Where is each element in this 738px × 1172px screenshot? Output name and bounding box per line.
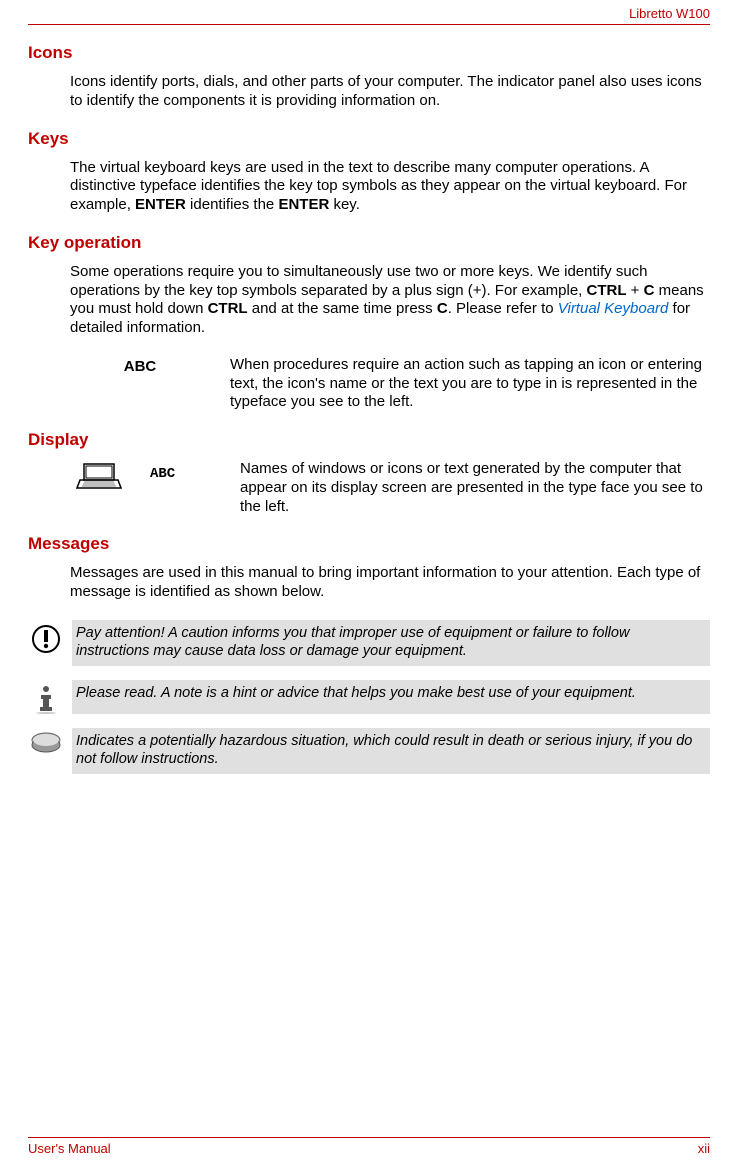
display-heading: Display: [28, 430, 710, 450]
footer-bar: User's Manual xii: [28, 1137, 710, 1156]
warning-message: Indicates a potentially hazardous situat…: [28, 728, 710, 774]
keys-heading: Keys: [28, 129, 710, 149]
caution-text: Pay attention! A caution informs you tha…: [72, 620, 710, 666]
footer-left: User's Manual: [28, 1141, 111, 1156]
abc-description: When procedures require an action such a…: [230, 356, 710, 412]
icons-text: Icons identify ports, dials, and other p…: [70, 73, 710, 111]
abc-label: ABC: [124, 358, 157, 375]
info-icon: [32, 684, 60, 714]
key-operation-text: Some operations require you to simultane…: [70, 263, 710, 338]
note-message: Please read. A note is a hint or advice …: [28, 680, 710, 714]
caution-message: Pay attention! A caution informs you tha…: [28, 620, 710, 666]
header-bar: Libretto W100: [28, 0, 710, 25]
display-typeface-row: ABC Names of windows or icons or text ge…: [70, 460, 710, 516]
icons-heading: Icons: [28, 43, 710, 63]
hazard-icon: [31, 732, 61, 756]
warning-text: Indicates a potentially hazardous situat…: [72, 728, 710, 774]
keys-text: The virtual keyboard keys are used in th…: [70, 159, 710, 215]
abc-typeface-row: ABC When procedures require an action su…: [70, 356, 710, 412]
footer-right: xii: [698, 1141, 710, 1156]
note-text: Please read. A note is a hint or advice …: [72, 680, 710, 714]
virtual-keyboard-link[interactable]: Virtual Keyboard: [558, 300, 669, 317]
product-name: Libretto W100: [629, 6, 710, 21]
caution-icon: [31, 624, 61, 654]
key-operation-heading: Key operation: [28, 233, 710, 253]
laptop-icon: [76, 460, 122, 492]
display-description: Names of windows or icons or text genera…: [240, 460, 710, 516]
messages-intro: Messages are used in this manual to brin…: [70, 564, 710, 602]
display-abc-label: ABC: [150, 466, 175, 482]
messages-heading: Messages: [28, 534, 710, 554]
content-area: Icons Icons identify ports, dials, and o…: [28, 25, 710, 774]
